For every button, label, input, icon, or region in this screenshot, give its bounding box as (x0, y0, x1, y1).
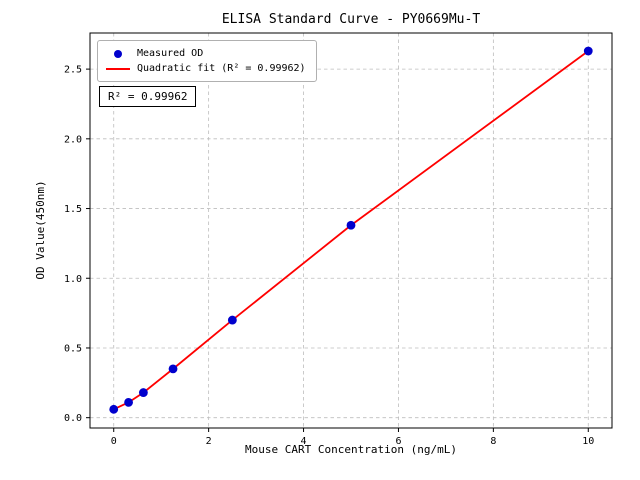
x-tick-label: 10 (582, 436, 594, 447)
x-tick-label: 2 (206, 436, 212, 447)
scatter-point (583, 46, 593, 56)
legend-label-measured-od: Measured OD (137, 48, 204, 59)
line-marker-icon (106, 67, 130, 70)
y-axis-label: OD Value(450nm) (34, 180, 47, 280)
y-tick-label: 2.0 (64, 134, 82, 145)
legend-label-quadratic-fit: Quadratic fit (R² = 0.99962) (137, 63, 306, 74)
scatter-point (124, 397, 133, 407)
scatter-point (138, 388, 148, 397)
y-tick-label: 0.0 (64, 413, 82, 424)
legend-marker-column (105, 67, 131, 70)
y-tick-label: 0.5 (64, 343, 82, 354)
y-tick-label: 1.0 (64, 274, 82, 285)
scatter-point (227, 315, 237, 325)
x-tick-label: 4 (301, 436, 307, 447)
y-tick-label: 1.5 (64, 204, 82, 215)
legend-marker-column (105, 49, 131, 58)
scatter-point (109, 404, 119, 414)
scatter-marker-icon (114, 49, 122, 58)
chart-title: ELISA Standard Curve - PY0669Mu-T (221, 12, 481, 27)
legend-item-measured-od: Measured OD (105, 46, 306, 61)
x-tick-label: 8 (490, 436, 496, 447)
scatter-point (346, 220, 356, 230)
y-tick-label: 2.5 (64, 65, 82, 76)
x-axis-label: Mouse CART Concentration (ng/mL) (245, 443, 457, 456)
legend-item-quadratic-fit: Quadratic fit (R² = 0.99962) (105, 61, 306, 76)
legend: Measured OD Quadratic fit (R² = 0.99962) (97, 40, 317, 82)
r-squared-annotation: R² = 0.99962 (99, 86, 197, 107)
scatter-point (168, 364, 178, 374)
plot-border (89, 32, 613, 429)
x-tick-label: 0 (111, 436, 117, 447)
x-tick-label: 6 (395, 436, 401, 447)
